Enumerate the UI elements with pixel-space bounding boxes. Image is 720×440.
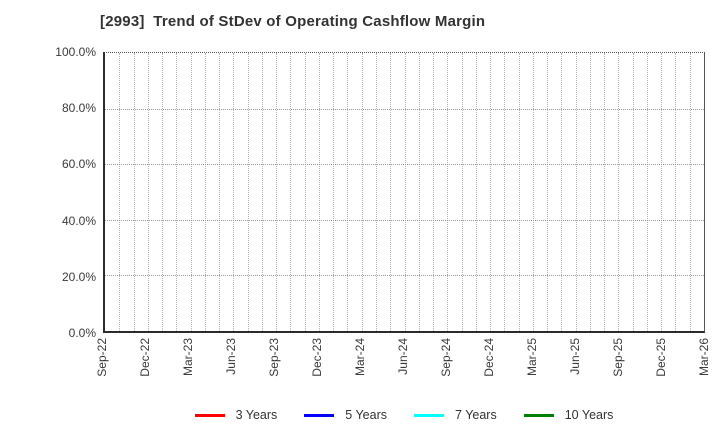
chart-title: [2993] Trend of StDev of Operating Cashf… (100, 13, 486, 30)
gridline-vertical (689, 53, 691, 331)
legend-line-swatch (523, 413, 554, 417)
gridline-horizontal (105, 219, 704, 221)
gridline-vertical (433, 53, 435, 331)
gridline-horizontal (105, 164, 704, 166)
legend-label: 3 Years (235, 408, 278, 422)
legend-line-swatch (304, 413, 335, 417)
gridline-vertical (176, 53, 178, 331)
gridline-vertical (618, 53, 620, 331)
gridline-vertical (247, 53, 249, 331)
gridline-vertical (219, 53, 221, 331)
gridline-vertical (518, 53, 520, 331)
x-tick-label: Jun-25 (568, 338, 582, 375)
gridline-vertical (119, 53, 121, 331)
gridline-vertical (333, 53, 335, 331)
gridline-vertical (532, 53, 534, 331)
legend-line-swatch (194, 413, 225, 417)
x-tick-label: Dec-24 (482, 338, 496, 377)
gridline-vertical (547, 53, 549, 331)
gridline-vertical (475, 53, 477, 331)
gridline-vertical (375, 53, 377, 331)
x-tick-label: Sep-22 (95, 338, 109, 377)
x-tick-label: Sep-23 (267, 338, 281, 377)
gridline-vertical (561, 53, 563, 331)
y-tick-label: 20.0% (61, 269, 96, 284)
gridline-vertical (361, 53, 363, 331)
y-tick-label: 100.0% (55, 45, 96, 59)
x-tick-label: Jun-23 (224, 338, 238, 375)
gridline-vertical (276, 53, 278, 331)
gridline-vertical (347, 53, 349, 331)
legend-label: 10 Years (564, 408, 614, 422)
legend: 3 Years 5 Years 7 Years 10 Years (103, 404, 705, 426)
gridline-vertical (589, 53, 591, 331)
gridline-vertical (290, 53, 292, 331)
gridline-vertical (304, 53, 306, 331)
gridline-vertical (604, 53, 606, 331)
gridline-horizontal (105, 108, 704, 110)
y-tick-label: 0.0% (68, 326, 96, 340)
gridline-vertical (261, 53, 263, 331)
gridline-horizontal (105, 275, 704, 277)
gridline-vertical (133, 53, 135, 331)
gridline-vertical (162, 53, 164, 331)
legend-item-5-years: 5 Years (304, 408, 387, 422)
legend-item-7-years: 7 Years (414, 408, 497, 422)
x-tick-label: Sep-25 (611, 338, 625, 377)
plot-area (103, 52, 705, 333)
gridline-vertical (390, 53, 392, 331)
x-tick-label: Mar-23 (181, 338, 195, 377)
x-tick-label: Mar-24 (353, 338, 367, 377)
gridline-vertical (190, 53, 192, 331)
gridline-vertical (461, 53, 463, 331)
legend-item-10-years: 10 Years (523, 408, 614, 422)
gridline-vertical (632, 53, 634, 331)
gridline-vertical (504, 53, 506, 331)
x-tick-label: Dec-25 (654, 338, 668, 377)
legend-item-3-years: 3 Years (194, 408, 278, 422)
legend-label: 5 Years (345, 408, 388, 422)
gridline-vertical (646, 53, 648, 331)
gridline-vertical (447, 53, 449, 331)
gridline-vertical (490, 53, 492, 331)
x-tick-label: Jun-24 (396, 338, 410, 375)
gridline-vertical (418, 53, 420, 331)
y-tick-label: 60.0% (61, 157, 96, 172)
gridline-vertical (204, 53, 206, 331)
y-tick-label: 40.0% (61, 213, 96, 228)
x-tick-label: Dec-23 (310, 338, 324, 377)
gridline-vertical (675, 53, 677, 331)
x-tick-label: Sep-24 (439, 338, 453, 377)
x-tick-label: Mar-26 (697, 338, 711, 377)
gridline-vertical (147, 53, 149, 331)
gridline-vertical (404, 53, 406, 331)
gridline-vertical (318, 53, 320, 331)
gridline-vertical (575, 53, 577, 331)
gridline-vertical (233, 53, 235, 331)
legend-label: 7 Years (455, 408, 497, 422)
y-tick-label: 80.0% (61, 101, 96, 116)
gridline-vertical (661, 53, 663, 331)
x-tick-label: Mar-25 (525, 338, 539, 377)
legend-line-swatch (414, 413, 445, 417)
x-tick-label: Dec-22 (138, 338, 152, 377)
